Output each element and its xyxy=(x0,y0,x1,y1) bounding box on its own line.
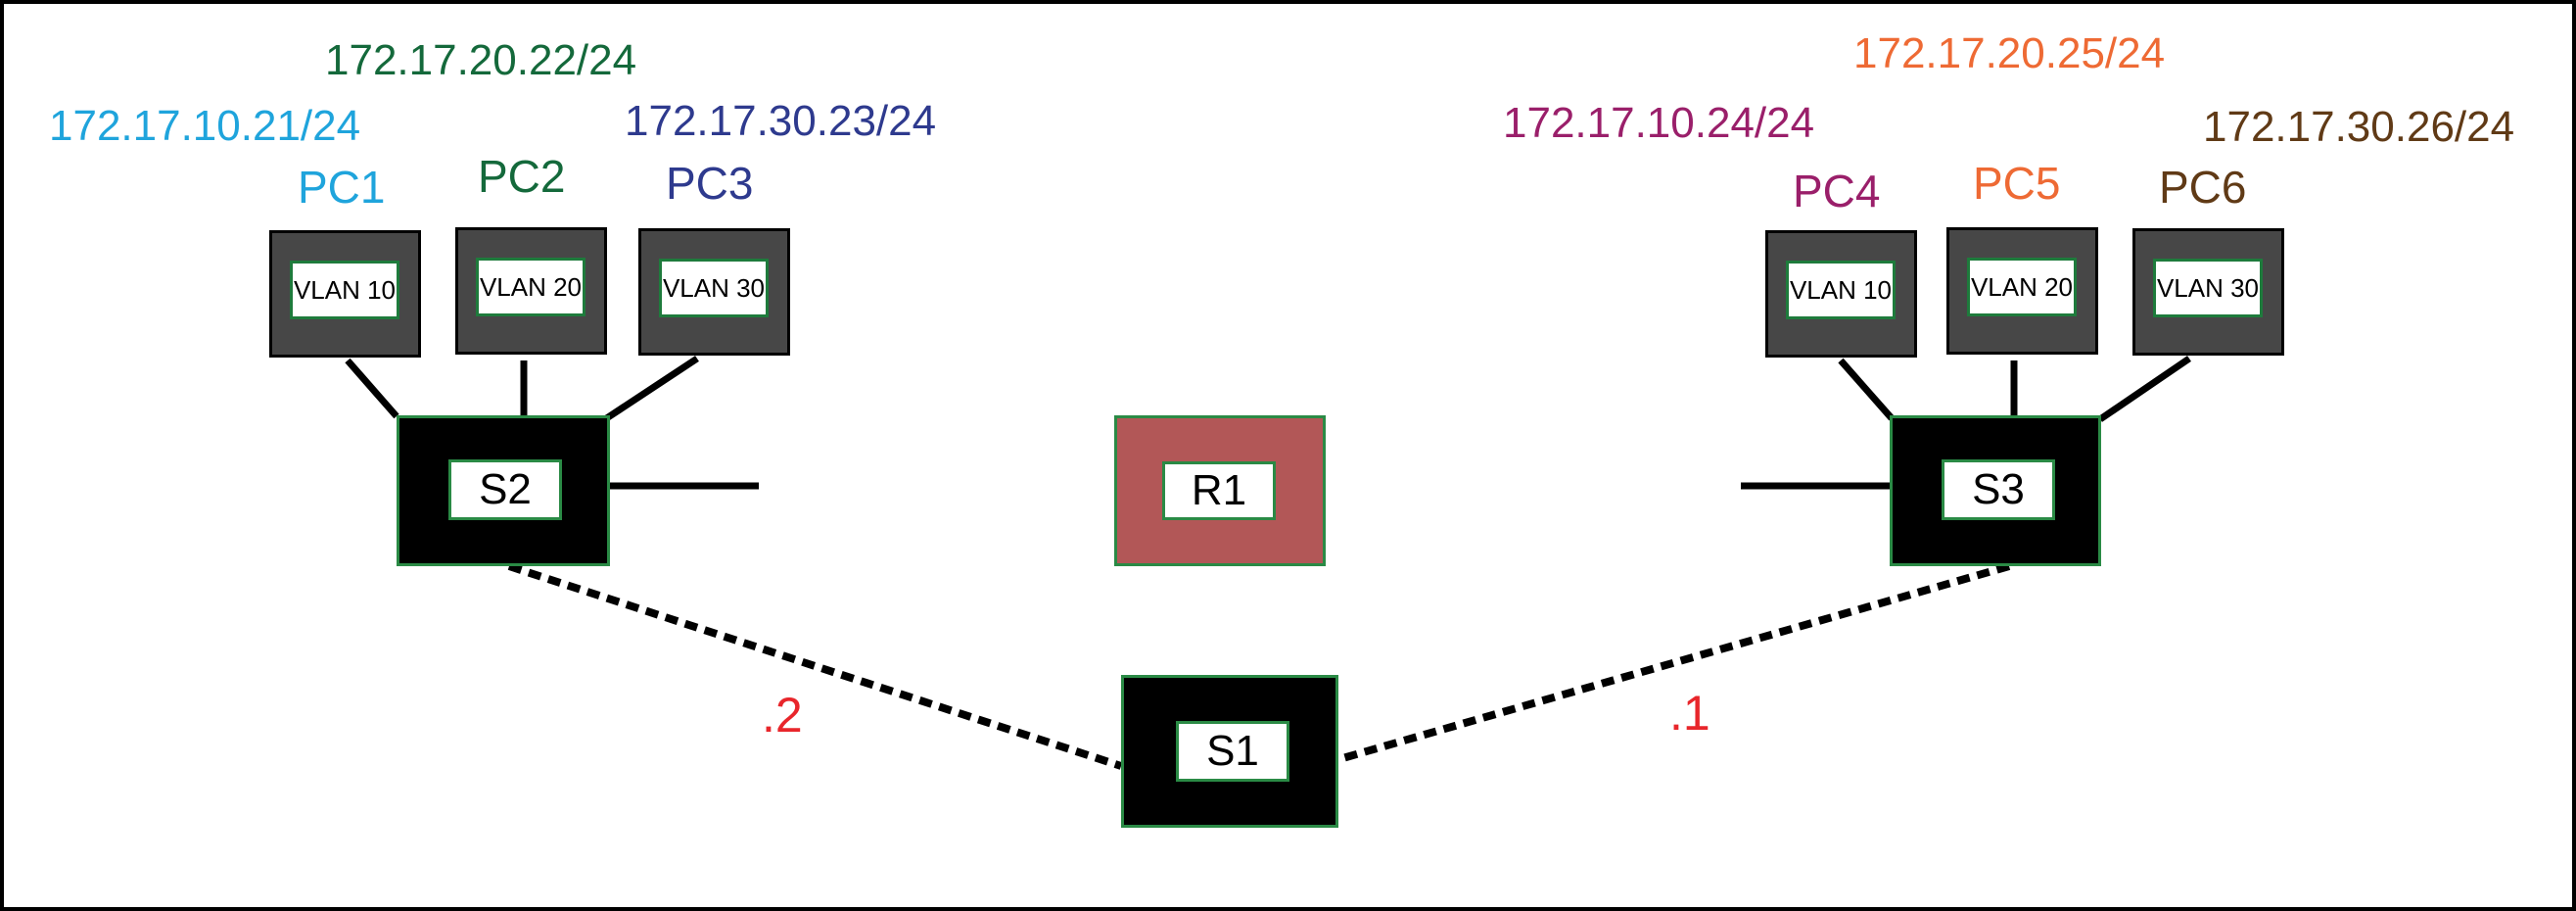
pc4-vlan-label: VLAN 10 xyxy=(1786,261,1896,319)
link-s3-address-label: .1 xyxy=(1669,686,1710,741)
pc2-node: VLAN 20 xyxy=(455,227,607,355)
pc4-ip-label: 172.17.10.24/24 xyxy=(1503,99,1815,147)
pc6-vlan-label: VLAN 30 xyxy=(2153,259,2263,317)
router-r1: R1 xyxy=(1114,415,1326,566)
link-s2-address-label: .2 xyxy=(762,688,803,743)
trunk-s2-s1 xyxy=(507,562,1123,770)
pc5-name-label: PC5 xyxy=(1973,158,2061,209)
pc1-name-label: PC1 xyxy=(298,162,386,213)
switch-s2-label: S2 xyxy=(448,459,562,520)
pc4-node: VLAN 10 xyxy=(1765,230,1917,358)
pc1-vlan-label: VLAN 10 xyxy=(290,261,399,319)
link-pc1-s2 xyxy=(345,358,399,419)
pc5-vlan-label: VLAN 20 xyxy=(1967,258,2077,316)
switch-s3: S3 xyxy=(1890,415,2101,566)
pc3-vlan-label: VLAN 30 xyxy=(659,259,769,317)
pc2-vlan-label: VLAN 20 xyxy=(476,258,585,316)
trunk-s3-s1 xyxy=(1337,562,2011,763)
pc3-ip-label: 172.17.30.23/24 xyxy=(625,97,937,145)
pc5-node: VLAN 20 xyxy=(1946,227,2098,355)
pc6-ip-label: 172.17.30.26/24 xyxy=(2203,103,2515,151)
pc2-name-label: PC2 xyxy=(478,151,566,202)
pc3-node: VLAN 30 xyxy=(638,228,790,356)
pc4-name-label: PC4 xyxy=(1793,166,1881,216)
pc1-ip-label: 172.17.10.21/24 xyxy=(49,102,361,150)
pc1-node: VLAN 10 xyxy=(269,230,421,358)
link-pc6-s3 xyxy=(2098,356,2191,422)
link-pc3-s2 xyxy=(603,356,699,422)
switch-s1-label: S1 xyxy=(1176,721,1289,782)
pc6-node: VLAN 30 xyxy=(2132,228,2284,356)
switch-s1: S1 xyxy=(1121,675,1338,828)
pc6-name-label: PC6 xyxy=(2159,162,2247,213)
pc3-name-label: PC3 xyxy=(666,158,754,209)
router-r1-label: R1 xyxy=(1162,461,1276,520)
switch-s3-label: S3 xyxy=(1942,459,2055,520)
switch-s2: S2 xyxy=(397,415,610,566)
pc2-ip-label: 172.17.20.22/24 xyxy=(325,36,637,84)
pc5-ip-label: 172.17.20.25/24 xyxy=(1853,29,2166,77)
link-pc4-s3 xyxy=(1838,358,1895,421)
